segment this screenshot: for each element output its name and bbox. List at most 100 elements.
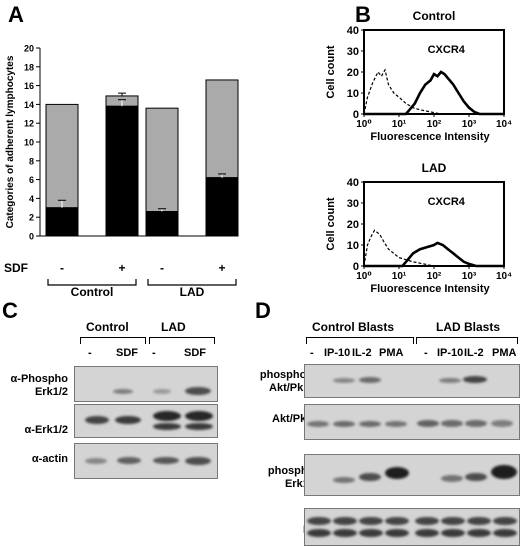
blot-phospho-akt bbox=[304, 364, 520, 398]
band bbox=[441, 517, 465, 525]
panel-label-c: C bbox=[2, 298, 18, 323]
band bbox=[359, 529, 383, 537]
lane-label: - bbox=[88, 347, 92, 359]
x-axis-label: Fluorescence Intensity bbox=[370, 131, 490, 143]
lane-label: SDF bbox=[116, 347, 138, 359]
band bbox=[463, 376, 487, 383]
band bbox=[467, 529, 491, 537]
bar-black-2 bbox=[145, 211, 179, 237]
y-tick-label: 20 bbox=[24, 44, 34, 54]
category-label: - bbox=[60, 261, 64, 275]
y-tick-label: 20 bbox=[347, 219, 359, 231]
blot-phospho-erk bbox=[304, 454, 520, 496]
band bbox=[117, 457, 141, 464]
y-axis-label: Categories of adherent lymphocytes bbox=[5, 55, 16, 228]
band bbox=[359, 517, 383, 525]
band bbox=[113, 389, 133, 394]
band bbox=[493, 529, 517, 537]
x-tick-label: 10³ bbox=[462, 119, 477, 130]
y-tick-label: 10 bbox=[24, 138, 34, 148]
band bbox=[185, 457, 211, 465]
sdf-row-label: SDF bbox=[4, 261, 28, 275]
y-tick-label: 20 bbox=[347, 67, 359, 79]
bar-grey-2 bbox=[145, 107, 179, 213]
band bbox=[385, 529, 409, 537]
bar-grey-3 bbox=[205, 79, 239, 179]
band bbox=[333, 421, 355, 427]
bar-black-0 bbox=[45, 207, 79, 237]
y-tick-label: 30 bbox=[347, 46, 359, 58]
band bbox=[359, 473, 381, 481]
category-label: + bbox=[218, 261, 225, 275]
band bbox=[415, 517, 439, 525]
histogram-cxcr4 bbox=[364, 70, 504, 116]
band bbox=[441, 475, 463, 482]
plot-frame bbox=[363, 181, 505, 267]
bracket-lad bbox=[149, 337, 215, 344]
group-label-lad-blasts: LAD Blasts bbox=[436, 320, 501, 334]
bracket-control-blasts bbox=[306, 337, 414, 344]
blot-phospho-erk bbox=[74, 366, 218, 402]
band bbox=[439, 378, 461, 383]
bracket-control bbox=[80, 337, 146, 344]
marker-annotation: CXCR4 bbox=[428, 44, 466, 56]
band bbox=[333, 517, 357, 525]
blot-total-erk bbox=[304, 508, 520, 546]
y-tick-label: 40 bbox=[347, 25, 359, 37]
y-tick-label: 6 bbox=[29, 175, 34, 185]
group-label-control-blasts: Control Blasts bbox=[312, 320, 395, 334]
lane-label: IL-2 bbox=[352, 347, 372, 359]
blot-row-label: Akt/Pkb bbox=[272, 413, 313, 425]
y-tick-label: 4 bbox=[29, 194, 34, 204]
group-label-control: Control bbox=[86, 320, 129, 334]
y-tick-label: 0 bbox=[353, 109, 359, 121]
histogram-lad-cxcr4: LAD 0 10 20 30 40 10⁰ 10¹ 10² 10³ 10⁴ Fluorescence … bbox=[325, 161, 512, 295]
band bbox=[185, 411, 213, 421]
marker-annotation: CXCR4 bbox=[428, 196, 466, 208]
y-axis-label: Cell count bbox=[325, 45, 337, 99]
panel-d-western-blot: Control Blasts LAD Blasts - IP-10 IL-2 PMA - IP… bbox=[250, 300, 520, 546]
group-bracket bbox=[47, 279, 137, 286]
band bbox=[465, 420, 487, 427]
histogram-isotype-control bbox=[363, 68, 504, 115]
band bbox=[153, 457, 179, 464]
band bbox=[441, 529, 465, 537]
x-tick-label: 10¹ bbox=[392, 271, 407, 282]
band bbox=[493, 517, 517, 525]
band bbox=[491, 465, 517, 479]
group-bracket bbox=[147, 279, 237, 286]
band bbox=[359, 421, 381, 427]
panel-label-b: B bbox=[355, 2, 371, 27]
y-tick-label: 18 bbox=[24, 62, 34, 72]
y-tick-label: 10 bbox=[347, 88, 359, 100]
lane-label: IP-10 bbox=[324, 347, 351, 359]
band bbox=[385, 467, 409, 479]
y-tick-label: 2 bbox=[29, 213, 34, 223]
panel-label-a: A bbox=[8, 2, 24, 27]
lane-label: PMA bbox=[379, 347, 404, 359]
bracket-lad-blasts bbox=[416, 337, 518, 344]
x-axis-label: Fluorescence Intensity bbox=[370, 283, 490, 295]
bar-black-3 bbox=[205, 177, 239, 237]
y-tick-label: 12 bbox=[24, 119, 34, 129]
group-label: Control bbox=[71, 285, 114, 298]
group-label-lad: LAD bbox=[161, 320, 186, 334]
band bbox=[441, 420, 463, 427]
lane-label: IP-10 bbox=[437, 347, 464, 359]
band bbox=[491, 420, 513, 427]
x-tick-label: 10¹ bbox=[392, 119, 407, 130]
band bbox=[115, 416, 141, 424]
y-tick-label: 14 bbox=[24, 100, 34, 110]
band bbox=[85, 458, 107, 464]
lane-label: - bbox=[424, 347, 428, 359]
blot-row-label: phospho- Akt/Pkb bbox=[259, 369, 310, 394]
y-tick-label: 30 bbox=[347, 198, 359, 210]
y-tick-label: 16 bbox=[24, 81, 34, 91]
panel-label-d: D bbox=[255, 298, 271, 323]
panel-c-western-blot: Control LAD - SDF - SDF α-Phospho Erk1/2 α-Erk1… bbox=[0, 300, 250, 540]
y-tick-label: 40 bbox=[347, 177, 359, 189]
lane-label: SDF bbox=[184, 347, 206, 359]
category-label: + bbox=[118, 261, 125, 275]
x-tick-label: 10³ bbox=[462, 271, 477, 282]
band bbox=[307, 421, 329, 427]
